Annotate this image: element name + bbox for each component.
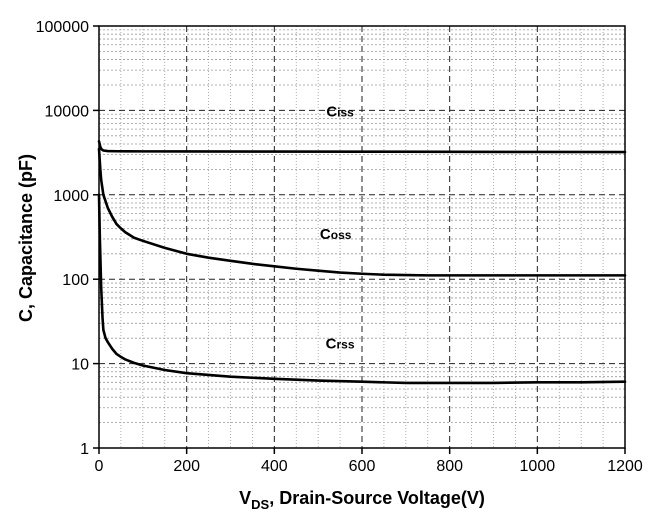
x-tick-label: 800 — [436, 458, 463, 475]
grid-layer — [99, 26, 625, 448]
x-tick-label: 400 — [261, 458, 288, 475]
x-tick-label: 1000 — [520, 458, 556, 475]
series-ciss-label: Ciss — [326, 103, 354, 120]
series-coss-line — [97, 147, 627, 277]
x-axis-title: VDS, Drain-Source Voltage(V) — [239, 488, 485, 512]
y-tick-label: 1000 — [53, 188, 89, 205]
series-label-main: C — [320, 226, 331, 243]
tick-layer: 0 200 400 600 800 1000 1200 1 10 100 1000 10000 1000… — [36, 19, 643, 475]
series-label-main: C — [326, 336, 337, 353]
x-axis-title-rest: , Drain-Source Voltage(V) — [269, 488, 485, 508]
y-tick-label: 1 — [80, 441, 89, 458]
x-axis-title-subscript: DS — [251, 497, 269, 512]
series-layer — [97, 140, 627, 385]
x-axis-title-main: V — [239, 488, 251, 508]
x-tick-label: 1200 — [607, 458, 643, 475]
y-tick-label: 100 — [62, 272, 89, 289]
x-tick-label: 0 — [95, 458, 104, 475]
series-label-subscript: oss — [331, 228, 352, 242]
series-label-main: C — [326, 103, 337, 120]
y-tick-label: 10 — [71, 357, 89, 374]
x-tick-label: 200 — [173, 458, 200, 475]
series-ciss-line — [97, 140, 627, 154]
series-crss-label: Crss — [326, 336, 355, 353]
y-tick-label: 10000 — [45, 103, 90, 120]
series-crss-line — [97, 193, 627, 385]
y-tick-label: 100000 — [36, 19, 89, 36]
x-tick-label: 600 — [349, 458, 376, 475]
series-label-subscript: rss — [336, 338, 354, 352]
series-label-subscript: iss — [337, 105, 354, 119]
y-axis-title: C, Capacitance (pF) — [16, 154, 36, 322]
series-coss-label: Coss — [320, 226, 352, 243]
